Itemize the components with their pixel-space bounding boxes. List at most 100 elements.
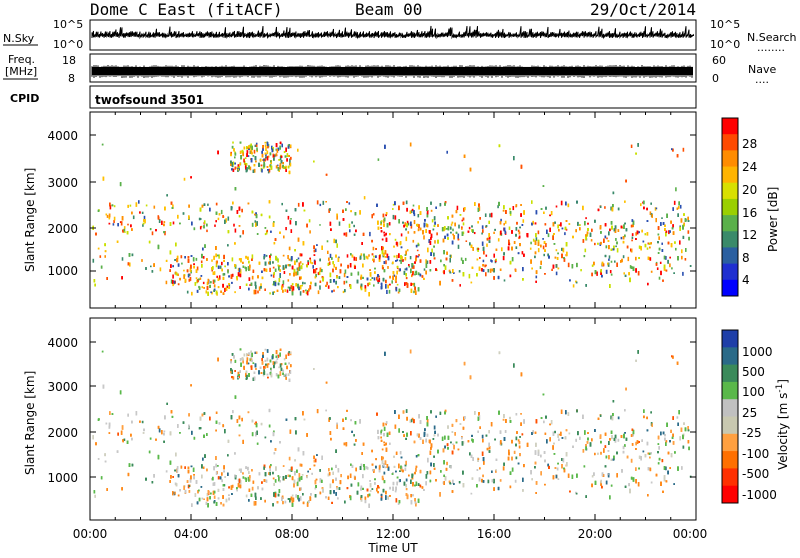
power-y-tick-2000: 2000 (47, 222, 78, 236)
power-pixel (664, 225, 666, 227)
power-pixel (410, 283, 412, 286)
power-pixel (415, 258, 417, 262)
power-pixel (638, 257, 640, 259)
power-pixel (234, 156, 236, 158)
power-panel: Slant Range [km] 4000 3000 2000 1000 28 … (23, 112, 780, 308)
noise-right-dots: ........ (757, 41, 785, 54)
power-pixel (247, 257, 249, 261)
power-pixel (493, 254, 495, 258)
power-pixel (228, 217, 230, 221)
power-pixel (496, 249, 498, 251)
power-pixel (450, 227, 452, 230)
power-pixel (584, 221, 586, 225)
power-pixel (344, 233, 346, 236)
power-pixel (215, 220, 217, 222)
power-pixel (608, 231, 610, 235)
power-pixel (161, 221, 163, 225)
power-pixel (320, 268, 322, 272)
power-pixel (294, 261, 296, 265)
power-pixel (315, 276, 317, 278)
power-pixel (290, 157, 292, 160)
power-pixel (246, 146, 248, 149)
power-pixel (677, 213, 679, 217)
power-pixel (422, 275, 424, 277)
power-pixel (295, 208, 297, 211)
power-pixel (272, 261, 274, 263)
power-pixel (285, 265, 287, 269)
power-pixel (224, 266, 226, 268)
power-pixel (338, 258, 340, 262)
power-pixel (543, 212, 545, 214)
power-pixel (393, 246, 395, 248)
power-pixel (668, 242, 670, 245)
power-pixel (288, 264, 290, 266)
power-pixel (499, 144, 501, 147)
power-pixel (355, 257, 357, 261)
power-pixel (383, 214, 385, 218)
power-pixel (269, 200, 271, 203)
power-pixel (313, 269, 315, 273)
power-pixel (516, 227, 518, 231)
power-pixel (486, 225, 488, 227)
power-pixel (383, 224, 385, 227)
power-pixel (522, 278, 524, 281)
power-pixel (468, 231, 470, 233)
power-pixel (266, 269, 268, 272)
power-pixel (469, 274, 471, 279)
power-pixel (609, 284, 611, 288)
power-pixel (282, 290, 284, 293)
power-pixel (685, 218, 687, 222)
power-pixel (658, 252, 660, 254)
power-pixel (549, 215, 551, 217)
power-pixel (538, 248, 540, 252)
power-pixel (583, 239, 585, 243)
power-pixel (562, 228, 564, 230)
power-pixel (509, 227, 511, 230)
power-pixel (336, 243, 338, 247)
power-pixel (335, 255, 337, 258)
power-pixel (553, 233, 555, 235)
power-pixel (166, 194, 168, 196)
power-pixel (273, 281, 275, 286)
power-pixel (376, 204, 378, 207)
power-pixel (218, 266, 220, 269)
power-pixel (659, 248, 661, 251)
power-pixel (283, 236, 285, 239)
power-pixel (275, 282, 277, 286)
power-pixel (174, 281, 176, 284)
power-pixel (124, 226, 126, 229)
power-pixel (265, 156, 267, 158)
power-pixel (228, 286, 230, 289)
power-pixel (492, 269, 494, 272)
power-pixel (503, 223, 505, 225)
power-pixel (121, 276, 123, 279)
power-pixel (218, 218, 220, 220)
frequency-panel: Freq. [MHz] 18 8 60 0 Nave .... (3, 53, 776, 86)
power-pixel (266, 255, 268, 257)
power-pixel (234, 163, 236, 165)
power-pixel (536, 276, 538, 279)
power-pixel (514, 241, 516, 244)
power-pixel (523, 219, 525, 223)
power-pixel (169, 269, 171, 272)
power-pixel (239, 163, 241, 166)
power-pixel (520, 204, 522, 206)
power-pixel (515, 269, 517, 272)
power-pixel (392, 208, 394, 210)
power-pixel (248, 288, 250, 291)
power-pixel (329, 262, 331, 265)
power-pixel (402, 222, 404, 224)
power-pixel (271, 275, 273, 277)
power-pixel (209, 285, 211, 288)
power-pixel (416, 255, 418, 257)
power-pixel (387, 254, 389, 258)
power-pixel (382, 250, 384, 254)
power-pixel (265, 147, 267, 152)
power-pixel (349, 229, 351, 232)
power-heatmap (92, 142, 691, 297)
power-pixel (415, 290, 417, 292)
power-pixel (516, 222, 518, 225)
power-pixel (219, 213, 221, 215)
power-pixel (278, 266, 280, 270)
power-pixel (300, 291, 302, 295)
